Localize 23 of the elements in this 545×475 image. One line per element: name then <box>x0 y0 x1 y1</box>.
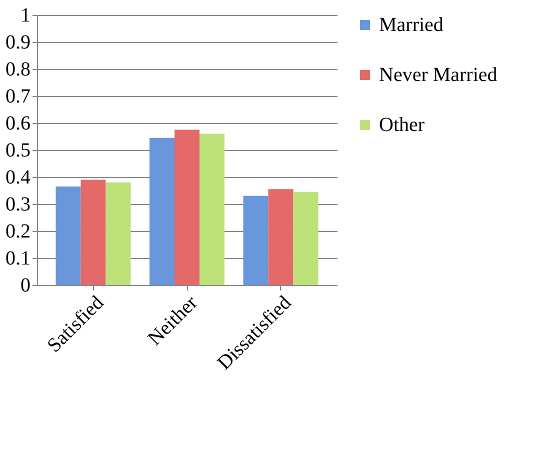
y-tick-label: 1 <box>20 4 30 26</box>
bar <box>293 192 318 285</box>
y-tick-label: 0.9 <box>6 32 30 54</box>
bar <box>174 130 200 285</box>
y-tick-label: 0.3 <box>6 194 30 216</box>
bar <box>268 189 294 285</box>
y-tick-label: 0 <box>20 274 30 296</box>
y-tick-label: 0.6 <box>6 112 30 134</box>
legend-label: Other <box>379 114 425 136</box>
y-tick-label: 0.2 <box>6 220 30 242</box>
bar <box>150 138 174 285</box>
y-tick-label: 0.8 <box>6 58 30 80</box>
bar <box>106 182 131 285</box>
legend-label: Married <box>379 14 444 36</box>
bar <box>243 196 268 285</box>
bar <box>56 186 81 285</box>
y-tick-label: 0.4 <box>6 166 30 188</box>
y-tick-label: 0.5 <box>6 140 30 162</box>
y-tick-label: 0.1 <box>6 248 30 270</box>
y-tick-label: 0.7 <box>6 86 30 108</box>
bar <box>200 134 224 285</box>
legend-label: Never Married <box>379 64 498 86</box>
bar <box>80 180 106 285</box>
